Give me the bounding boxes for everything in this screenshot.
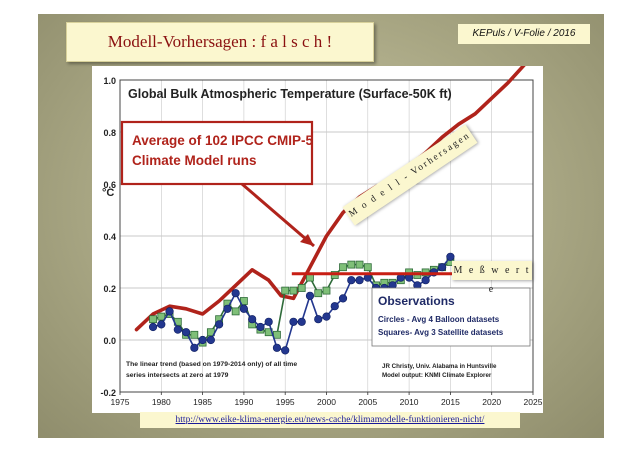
balloon-circle-point: [347, 276, 356, 285]
credit-text: JR Christy, Univ. Alabama in Huntsville: [382, 363, 497, 370]
y-axis-label: °C: [102, 187, 114, 199]
balloon-circle-point: [264, 317, 273, 326]
satellite-square-point: [157, 312, 166, 321]
x-tick-label: 2015: [441, 397, 460, 407]
x-tick-label: 2005: [358, 397, 377, 407]
balloon-circle-point: [421, 276, 430, 285]
model-annotation-text: Climate Model runs: [132, 153, 257, 168]
trend-note: series intersects at zero at 1979: [126, 372, 229, 379]
x-tick-label: 1980: [152, 397, 171, 407]
balloon-circle-point: [215, 320, 224, 329]
balloon-circle-point: [272, 343, 282, 352]
y-tick-label: 0.2: [103, 284, 116, 294]
x-tick-label: 2020: [482, 397, 501, 407]
x-tick-label: 1985: [193, 397, 212, 407]
balloon-circle-point: [181, 328, 191, 337]
slide-title: Modell-Vorhersagen : f a l s c h !: [66, 22, 374, 62]
balloon-circle-point: [322, 312, 331, 321]
y-tick-label: 0.6: [103, 180, 116, 190]
satellite-square-point: [289, 286, 298, 295]
balloon-circle-point: [148, 322, 158, 332]
series-layer: [134, 66, 526, 355]
balloon-circle-point: [256, 322, 265, 332]
y-tick-label: -0.2: [100, 388, 116, 398]
observations-line: Circles - Avg 4 Balloon datasets: [378, 315, 500, 324]
satellite-square-point: [314, 289, 323, 298]
x-tick-label: 1990: [234, 397, 253, 407]
balloon-circle-point: [165, 307, 174, 316]
balloon-circle-point: [223, 304, 232, 313]
satellite-square-point: [297, 284, 306, 292]
satellite-square-point: [355, 260, 364, 269]
satellite-square-point: [339, 263, 347, 272]
balloon-circle-point: [289, 317, 298, 326]
satellite-square-point: [149, 315, 157, 324]
balloon-circle-point: [355, 276, 364, 285]
model-average-line: [134, 66, 526, 332]
balloon-circle-point: [157, 320, 166, 329]
slide-tag: KEPuls / V-Folie / 2016: [458, 24, 590, 44]
balloon-circle-point: [190, 343, 199, 352]
satellite-square-point: [363, 263, 372, 272]
x-tick-label: 1995: [276, 397, 295, 407]
model-annotation: Average of 102 IPCC CMIP-5 Climate Model …: [120, 120, 315, 248]
balloon-circle-point: [206, 335, 215, 345]
trend-note: The linear trend (based on 1979-2014 onl…: [126, 361, 297, 368]
balloon-circle-point: [231, 289, 240, 298]
balloon-circle-point: [305, 291, 315, 300]
x-tick-label: 2010: [400, 397, 419, 407]
balloon-circle-point: [198, 335, 207, 345]
observations-line: Squares- Avg 3 Satellite datasets: [378, 328, 504, 337]
x-tick-label: 2000: [317, 397, 336, 407]
balloon-circle-point: [438, 263, 447, 272]
source-link[interactable]: http://www.eike-klima-energie.eu/news-ca…: [140, 412, 520, 428]
balloon-circle-point: [330, 302, 339, 311]
y-tick-label: 1.0: [103, 76, 116, 86]
model-annotation-text: Average of 102 IPCC CMIP-5: [132, 133, 314, 148]
model-annotation-arrowhead: [300, 234, 314, 246]
balloon-circle-point: [248, 315, 257, 324]
balloon-circle-point: [338, 294, 348, 303]
chart-text-layer: °C Global Bulk Atmospheric Temperature (S…: [102, 87, 531, 379]
y-tick-label: 0.4: [103, 232, 116, 242]
x-tick-label: 2025: [524, 397, 543, 407]
balloon-circle-point: [239, 304, 248, 313]
model-annotation-arrow: [241, 182, 315, 248]
chart-panel: 1.0 0.8 0.6 0.4 0.2 0.0 -0.2 1975 1980 1985 1990 19…: [92, 66, 543, 413]
balloon-circle-point: [173, 325, 182, 334]
measurements-label: M e ß w e r t e: [452, 261, 532, 295]
balloon-circle-point: [446, 252, 455, 261]
observations-title: Observations: [378, 294, 455, 308]
credit-text: Model output: KNMI Climate Explorer: [382, 372, 492, 379]
x-tick-label: 1975: [111, 397, 130, 407]
balloon-circle-point: [281, 346, 290, 355]
model-annotation-box: [120, 120, 314, 186]
satellite-square-point: [347, 260, 356, 269]
y-tick-label: 0.8: [103, 128, 116, 138]
satellite-square-point: [231, 307, 240, 316]
chart-title: Global Bulk Atmospheric Temperature (Sur…: [128, 87, 452, 101]
satellite-square-point: [322, 286, 331, 295]
satellite-square-point: [190, 330, 199, 339]
balloon-circle-point: [297, 317, 306, 326]
balloon-circle-point: [314, 315, 323, 324]
satellite-square-point: [281, 286, 290, 295]
observations-legend: Observations Circles - Avg 4 Balloon data…: [371, 287, 531, 347]
observations-box: [371, 287, 531, 347]
satellite-square-point: [273, 330, 281, 339]
y-tick-label: 0.0: [103, 336, 116, 346]
